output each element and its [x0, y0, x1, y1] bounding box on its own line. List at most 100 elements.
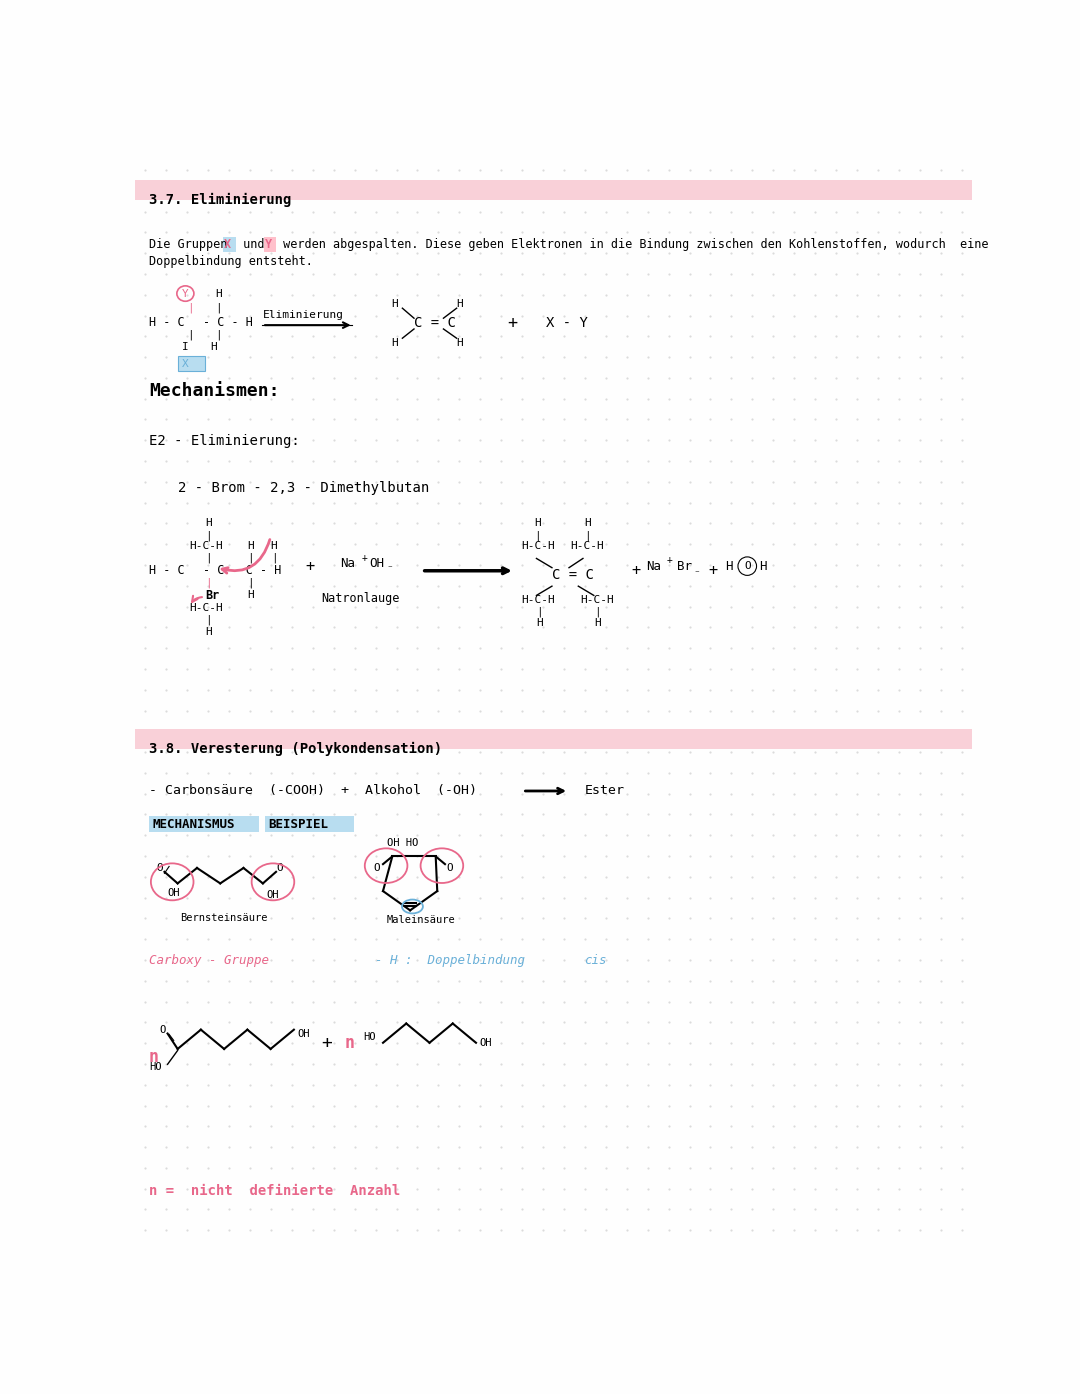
- Text: 3.7. Eliminierung: 3.7. Eliminierung: [149, 194, 292, 208]
- Text: - H :  Doppelbindung: - H : Doppelbindung: [375, 953, 525, 967]
- Text: H: H: [457, 298, 463, 308]
- Text: H: H: [726, 559, 733, 573]
- Text: H: H: [215, 289, 221, 298]
- Text: werden abgespalten. Diese geben Elektronen in die Bindung zwischen den Kohlensto: werden abgespalten. Diese geben Elektron…: [276, 238, 988, 251]
- Text: H: H: [247, 541, 254, 551]
- Text: Doppelbindung entsteht.: Doppelbindung entsteht.: [149, 255, 313, 269]
- Text: - C - C - H: - C - C - H: [203, 565, 282, 577]
- Text: |: |: [205, 552, 212, 563]
- Text: E2 - Eliminierung:: E2 - Eliminierung:: [149, 434, 300, 447]
- Text: H: H: [211, 343, 217, 353]
- Text: ⁻: ⁻: [387, 565, 393, 574]
- Text: O: O: [276, 863, 284, 873]
- Text: Die Gruppen: Die Gruppen: [149, 238, 242, 251]
- Text: HO: HO: [364, 1033, 376, 1043]
- Text: |: |: [215, 302, 221, 314]
- Text: BEISPIEL: BEISPIEL: [268, 818, 328, 831]
- Text: |: |: [271, 552, 278, 563]
- Bar: [178, 355, 205, 371]
- Text: H: H: [584, 519, 591, 528]
- Text: +: +: [708, 563, 717, 579]
- Text: Y: Y: [266, 238, 272, 251]
- Text: OH: OH: [298, 1029, 310, 1039]
- Text: +: +: [666, 555, 673, 565]
- Text: und: und: [235, 238, 271, 251]
- Text: H: H: [535, 519, 541, 528]
- Text: H: H: [759, 559, 767, 573]
- Text: +: +: [631, 563, 640, 579]
- Text: H: H: [205, 627, 212, 637]
- Text: H-C-H: H-C-H: [570, 541, 605, 551]
- Text: O: O: [744, 562, 751, 572]
- Text: |: |: [247, 579, 254, 588]
- Text: H-C-H: H-C-H: [521, 541, 555, 551]
- Text: cis: cis: [584, 953, 607, 967]
- Text: ⁻: ⁻: [693, 569, 700, 579]
- Text: Br: Br: [677, 559, 692, 573]
- Text: n =  nicht  definierte  Anzahl: n = nicht definierte Anzahl: [149, 1185, 401, 1199]
- Text: Y: Y: [181, 289, 188, 298]
- Text: Na: Na: [340, 556, 355, 570]
- Text: |: |: [215, 330, 221, 340]
- Text: H: H: [391, 298, 397, 308]
- Text: H - C: H - C: [149, 565, 185, 577]
- Text: OH HO: OH HO: [387, 838, 418, 849]
- Text: H - C: H - C: [149, 316, 185, 329]
- Text: +: +: [306, 559, 314, 574]
- Text: - Carbonsäure  (-COOH)  +  Alkohol  (-OH): - Carbonsäure (-COOH) + Alkohol (-OH): [149, 785, 477, 797]
- Text: X: X: [225, 238, 231, 251]
- Text: H: H: [271, 541, 278, 551]
- Bar: [135, 180, 972, 201]
- Text: H-C-H: H-C-H: [580, 595, 613, 605]
- Text: C = C: C = C: [414, 316, 456, 330]
- Text: Br: Br: [205, 588, 219, 602]
- Text: H: H: [391, 337, 397, 348]
- Text: |: |: [187, 302, 193, 314]
- Text: H: H: [537, 618, 543, 629]
- Text: H: H: [457, 337, 463, 348]
- Text: H-C-H: H-C-H: [189, 604, 222, 613]
- Text: +: +: [362, 553, 367, 563]
- Text: Mechanismen:: Mechanismen:: [149, 382, 280, 400]
- Bar: [266, 817, 354, 832]
- Text: HO: HO: [149, 1062, 161, 1072]
- Text: MECHANISMUS: MECHANISMUS: [152, 818, 234, 831]
- Text: 3.8. Veresterung (Polykondensation): 3.8. Veresterung (Polykondensation): [149, 742, 442, 756]
- Text: X: X: [181, 358, 188, 368]
- Text: H: H: [247, 591, 254, 601]
- Text: 2 - Brom - 2,3 - Dimethylbutan: 2 - Brom - 2,3 - Dimethylbutan: [177, 481, 429, 495]
- Text: Carboxy - Gruppe: Carboxy - Gruppe: [149, 953, 269, 967]
- Text: |: |: [594, 606, 600, 616]
- Text: |: |: [205, 615, 212, 626]
- Text: X - Y: X - Y: [545, 316, 588, 330]
- Text: H: H: [205, 519, 212, 528]
- Text: OH: OH: [167, 888, 180, 898]
- Text: Na: Na: [647, 559, 661, 573]
- Text: H-C-H: H-C-H: [189, 541, 222, 551]
- Text: C = C: C = C: [552, 569, 594, 583]
- Text: +: +: [507, 314, 517, 332]
- Bar: [222, 237, 235, 252]
- Text: - C - H: - C - H: [203, 316, 253, 329]
- Text: I: I: [181, 343, 188, 353]
- Text: O: O: [446, 863, 454, 873]
- Text: n: n: [149, 1048, 159, 1065]
- Text: Eliminierung: Eliminierung: [262, 309, 343, 321]
- Text: Natronlauge: Natronlauge: [321, 592, 400, 605]
- Text: |: |: [247, 552, 254, 563]
- Text: Bernsteinsäure: Bernsteinsäure: [180, 913, 268, 923]
- Text: OH: OH: [267, 889, 280, 901]
- Text: |: |: [535, 530, 541, 541]
- Text: Ester: Ester: [584, 785, 624, 797]
- Text: |: |: [584, 530, 591, 541]
- Text: |: |: [537, 606, 543, 616]
- Text: O: O: [160, 1026, 166, 1036]
- Text: n: n: [345, 1034, 354, 1051]
- Bar: [264, 237, 276, 252]
- Text: |: |: [205, 530, 212, 541]
- Text: H-C-H: H-C-H: [521, 595, 555, 605]
- Text: |: |: [187, 330, 193, 340]
- Bar: [135, 729, 972, 749]
- Text: |: |: [205, 579, 212, 588]
- Text: Maleinsäure: Maleinsäure: [387, 916, 456, 926]
